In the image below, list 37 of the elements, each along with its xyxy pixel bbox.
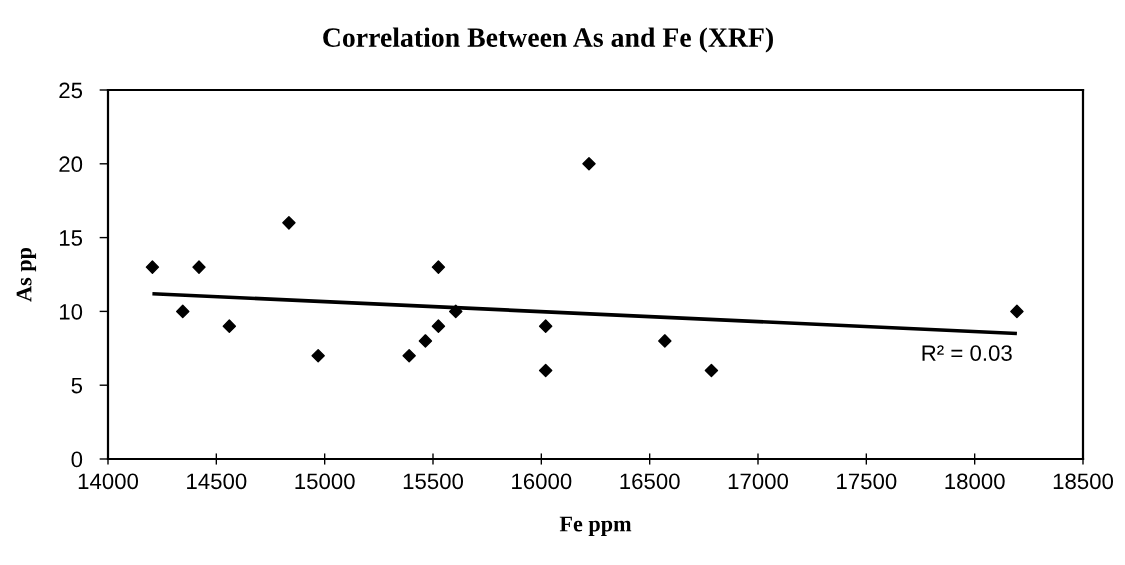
point xyxy=(176,304,190,319)
y-tick-label: 25 xyxy=(59,82,83,99)
x-tick-label: 14500 xyxy=(187,473,247,490)
chart-title: Correlation Between As and Fe (XRF) xyxy=(323,27,773,53)
annotation: R² = 0.03 xyxy=(922,345,1012,361)
y-tick-label: 5 xyxy=(71,377,83,394)
point xyxy=(402,348,416,363)
x-axis-title: Fe ppm xyxy=(559,516,632,536)
point xyxy=(311,348,325,363)
point xyxy=(418,334,433,348)
x-tick-label: 17000 xyxy=(728,473,789,490)
x-tick-label: 14000 xyxy=(78,473,139,490)
y-tick-label: 20 xyxy=(59,156,83,173)
x-tick-label: 15500 xyxy=(403,473,464,490)
point xyxy=(282,216,296,230)
x-tick-label: 18500 xyxy=(1053,473,1114,490)
point xyxy=(449,304,463,319)
point xyxy=(145,260,160,274)
point xyxy=(538,319,553,333)
x-tick-label: 15000 xyxy=(295,473,355,490)
x-tick-label: 16500 xyxy=(620,473,680,490)
x-tick-label: 17500 xyxy=(837,473,897,490)
y-tick-label: 10 xyxy=(59,303,83,320)
y-tick-label: 0 xyxy=(71,451,83,468)
point xyxy=(658,334,672,348)
point xyxy=(1010,304,1024,319)
point xyxy=(222,319,237,333)
point xyxy=(538,363,553,378)
point xyxy=(431,319,446,333)
y-axis-title: As pp xyxy=(16,247,37,302)
point xyxy=(431,260,446,274)
x-tick-label: 16000 xyxy=(512,473,572,490)
x-tick-label: 18000 xyxy=(945,473,1005,490)
point xyxy=(192,260,206,274)
y-tick-label: 15 xyxy=(59,230,83,246)
point xyxy=(704,363,719,378)
point xyxy=(582,157,596,171)
